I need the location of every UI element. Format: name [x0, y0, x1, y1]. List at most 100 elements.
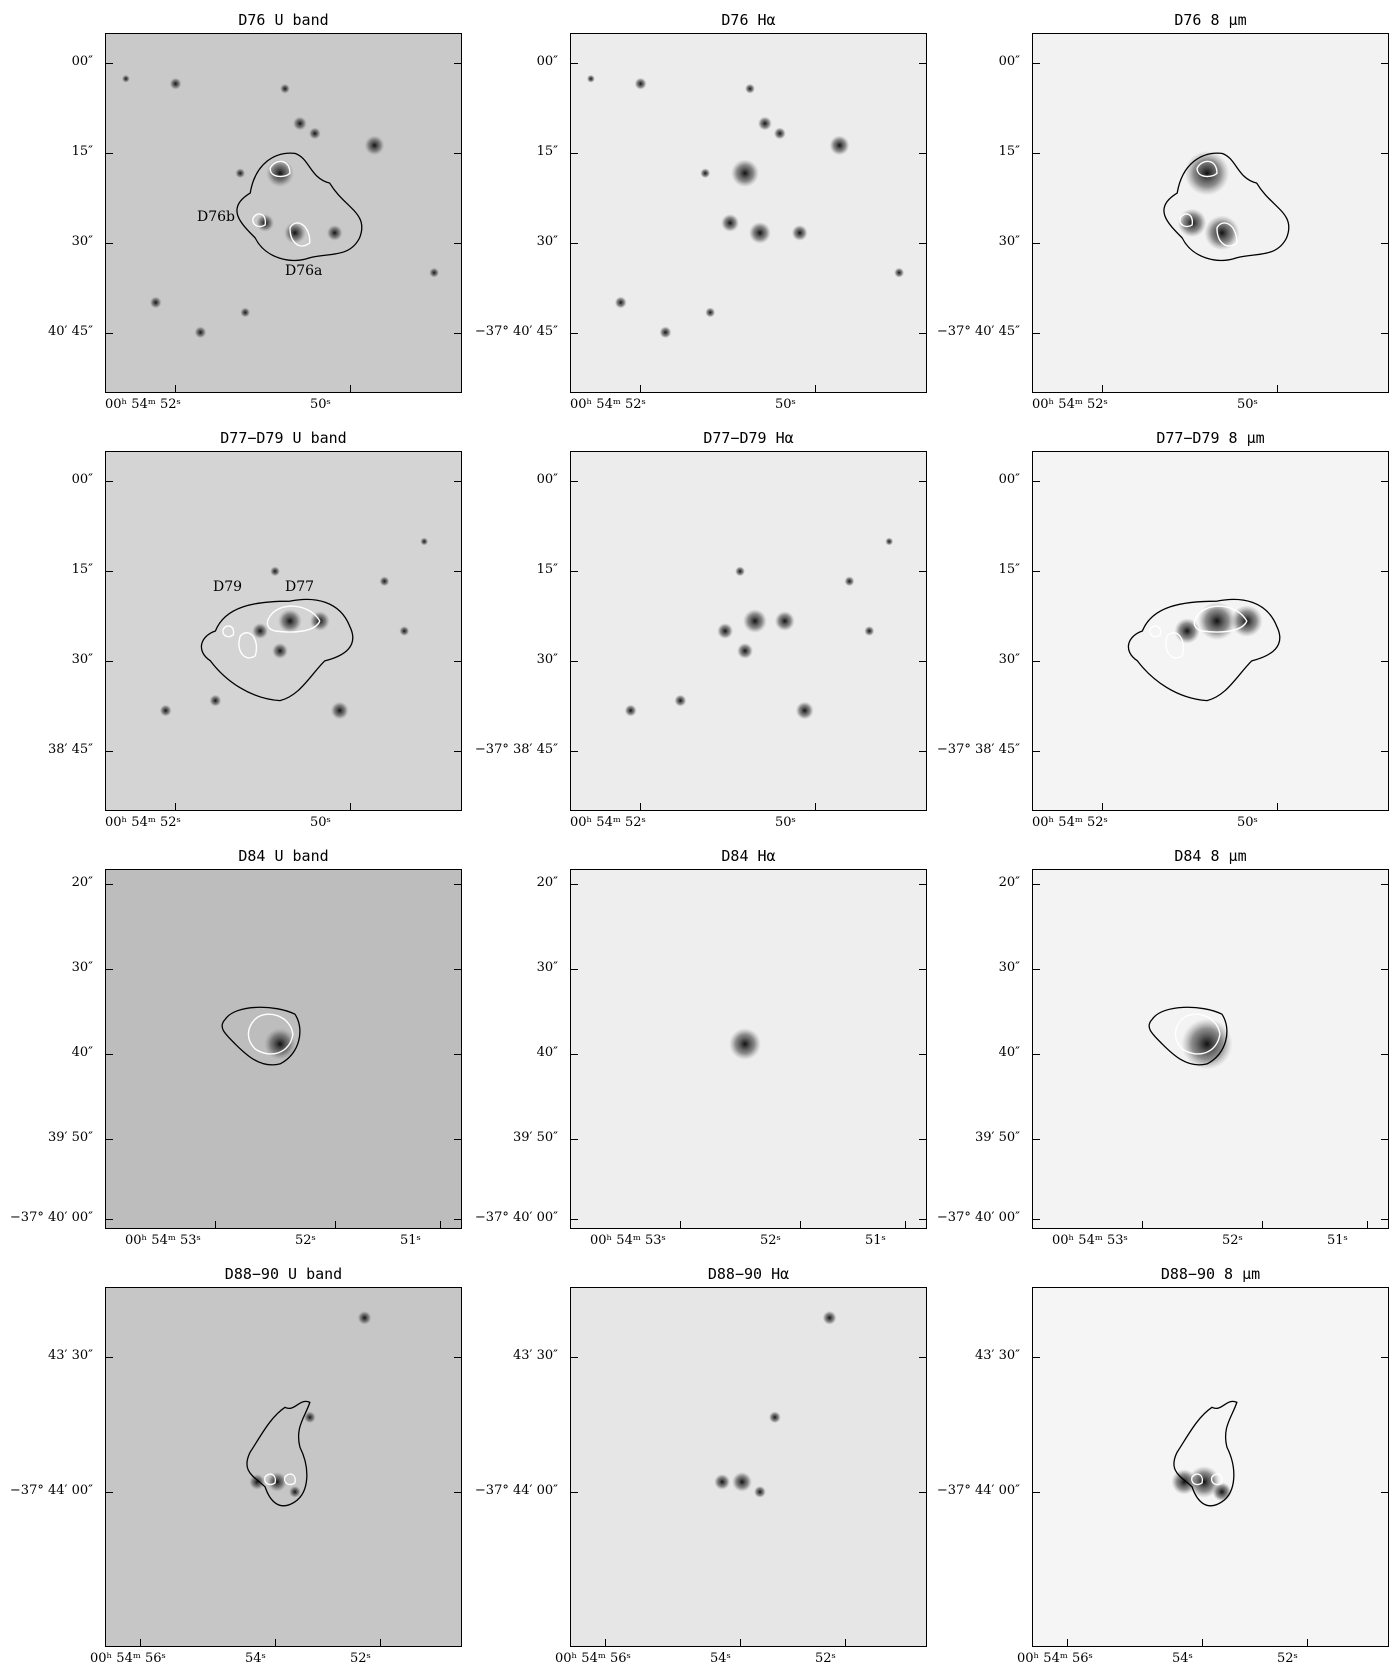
y-tick [919, 1054, 927, 1055]
y-tick [919, 63, 927, 64]
source-blob [1197, 601, 1237, 641]
astronomical-image [1033, 452, 1388, 810]
x-tick-label: 50ˢ [1237, 397, 1258, 412]
x-tick [1277, 803, 1278, 811]
y-tick [454, 751, 462, 752]
panel-title: D88−90 8 μm [1160, 1265, 1261, 1283]
source-label: D79 [213, 579, 243, 595]
source-blob [278, 609, 302, 633]
y-tick [570, 884, 578, 885]
astronomical-image [1033, 34, 1388, 392]
panel-title: D84 Hα [721, 847, 776, 865]
x-tick-label: 00ʰ 54ᵐ 52ˢ [105, 397, 181, 412]
x-tick-label: 50ˢ [310, 397, 331, 412]
y-tick-label: −37° 40′ 00″ [474, 1210, 558, 1225]
source-blob [1171, 1469, 1197, 1495]
x-tick-label: 51ˢ [1327, 1233, 1348, 1248]
y-tick-label: 40″ [998, 1045, 1020, 1060]
x-tick [740, 1639, 741, 1647]
image-frame [570, 451, 927, 811]
contour-inner [289, 222, 311, 247]
y-tick [1032, 243, 1040, 244]
x-tick-label: 54ˢ [1172, 1651, 1193, 1666]
x-tick-label: 52ˢ [815, 1651, 836, 1666]
x-tick [815, 385, 816, 393]
source-blob [1212, 1482, 1232, 1502]
x-tick [605, 1639, 606, 1647]
source-blob [330, 701, 349, 720]
y-tick [919, 571, 927, 572]
image-frame [1032, 451, 1389, 811]
source-blob [357, 1310, 372, 1325]
image-frame [1032, 33, 1389, 393]
y-tick [570, 571, 578, 572]
y-tick-label: 15″ [998, 562, 1020, 577]
y-tick [105, 571, 113, 572]
y-tick [919, 969, 927, 970]
x-tick-label: 00ʰ 54ᵐ 53ˢ [125, 1233, 201, 1248]
y-tick [105, 884, 113, 885]
image-panel: D88−90 U band 43′ 30″ −37° 44′ 00″ 00ʰ 54ᵐ … [10, 1265, 462, 1666]
x-tick-label: 54ˢ [245, 1651, 266, 1666]
x-tick-label: 52ˢ [1277, 1651, 1298, 1666]
y-tick-label: 30″ [998, 234, 1020, 249]
y-tick-label: 30″ [998, 652, 1020, 667]
y-tick-label: 30″ [998, 960, 1020, 975]
y-tick-label: 20″ [71, 875, 93, 890]
y-tick [570, 481, 578, 482]
source-blob [399, 626, 410, 636]
y-tick [454, 153, 462, 154]
source-blob [773, 127, 786, 140]
contour-outer [221, 1006, 301, 1066]
x-tick-label: 00ʰ 54ᵐ 52ˢ [1032, 397, 1108, 412]
x-tick-label: 50ˢ [775, 815, 796, 830]
source-blob [743, 609, 767, 633]
panel-title: D88−90 U band [224, 1265, 343, 1283]
x-tick-label: 00ʰ 54ᵐ 56ˢ [1017, 1651, 1093, 1666]
y-tick [105, 751, 113, 752]
source-blob [822, 1310, 837, 1325]
source-blob [674, 694, 687, 707]
source-blob [721, 213, 740, 232]
y-tick [105, 1054, 113, 1055]
image-panel: D88−90 8 μm 43′ 30″ −37° 44′ 00″ 00ʰ 54ᵐ 56… [937, 1265, 1389, 1666]
y-tick [1032, 661, 1040, 662]
contour-inner [1193, 605, 1248, 633]
y-tick [105, 1219, 113, 1220]
astronomical-image [106, 1288, 461, 1646]
contour-outer [246, 1400, 311, 1507]
x-tick-label: 00ʰ 54ᵐ 52ˢ [105, 815, 181, 830]
x-tick-label: 00ʰ 54ᵐ 52ˢ [570, 815, 646, 830]
contour-inner [1196, 160, 1218, 178]
x-tick-label: 50ˢ [310, 815, 331, 830]
source-blob [270, 566, 281, 577]
x-tick-label: 51ˢ [400, 1233, 421, 1248]
contour-inner [1174, 1013, 1221, 1055]
y-tick [454, 571, 462, 572]
y-tick [1032, 481, 1040, 482]
contour-inner [1216, 222, 1238, 247]
x-tick [175, 385, 176, 393]
source-blob [240, 307, 251, 318]
y-tick [1381, 969, 1389, 970]
contour-inner [222, 625, 235, 638]
y-tick-label: −37° 38′ 45″ [936, 742, 1020, 757]
source-blob [768, 1411, 781, 1424]
source-label: D76a [285, 263, 323, 279]
astronomical-image [571, 452, 926, 810]
y-tick [454, 1357, 462, 1358]
y-tick-label: 30″ [536, 960, 558, 975]
contour-inner [238, 632, 258, 659]
panel-title: D84 U band [238, 847, 329, 865]
x-tick [1262, 1221, 1263, 1229]
astronomical-image [571, 870, 926, 1228]
source-blob [266, 159, 294, 188]
y-tick [1381, 661, 1389, 662]
y-tick [1381, 1219, 1389, 1220]
y-tick [919, 1139, 927, 1140]
y-tick-label: 00″ [71, 472, 93, 487]
y-tick [105, 481, 113, 482]
contour-inner [264, 1473, 277, 1486]
image-frame [105, 869, 462, 1229]
y-tick [570, 1139, 578, 1140]
